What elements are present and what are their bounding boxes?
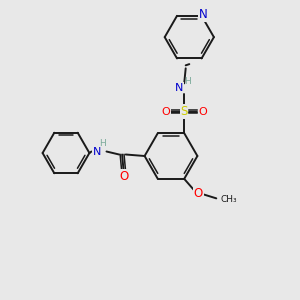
Text: H: H (184, 77, 191, 86)
Text: H: H (99, 139, 105, 148)
Text: N: N (175, 82, 183, 92)
Text: N: N (199, 8, 208, 21)
Text: S: S (181, 105, 188, 118)
Text: O: O (194, 187, 203, 200)
Text: O: O (161, 106, 170, 116)
Text: O: O (119, 169, 128, 183)
Text: CH₃: CH₃ (221, 195, 237, 204)
Text: N: N (93, 147, 101, 157)
Text: O: O (198, 106, 207, 116)
